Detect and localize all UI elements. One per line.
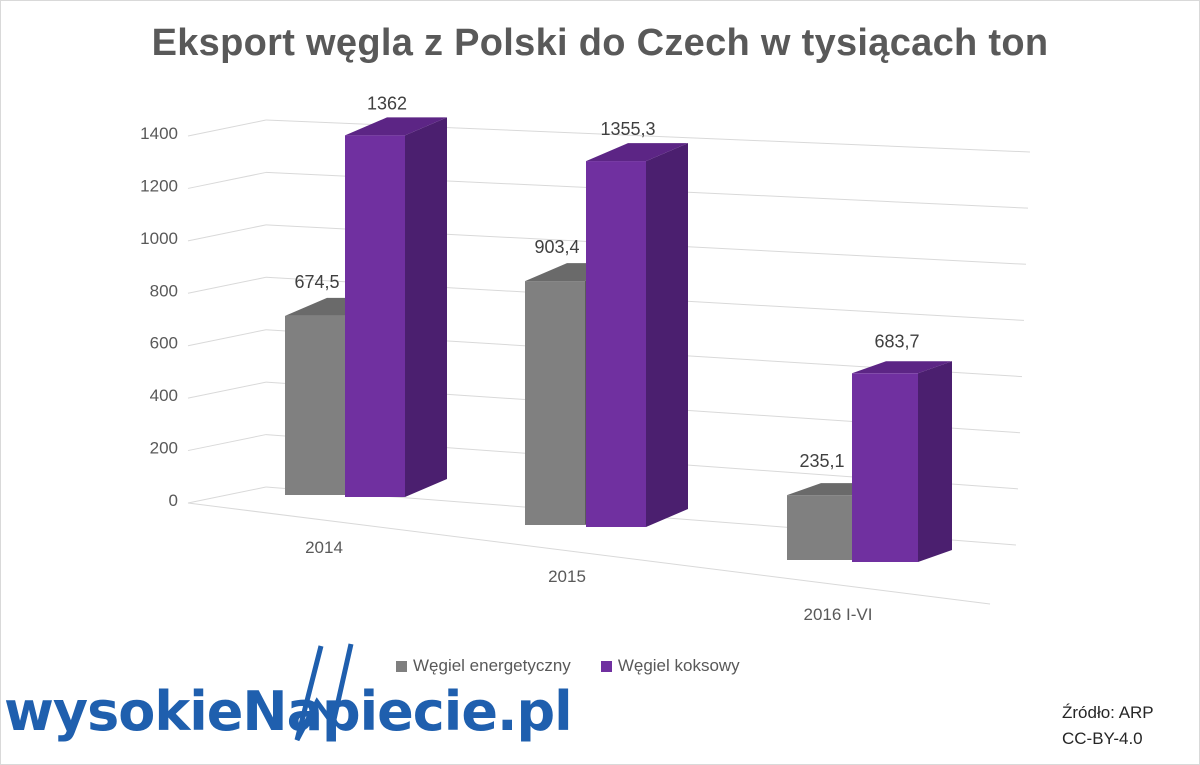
data-label-energetyczny: 903,4 [534, 237, 579, 257]
bar-koksowy-side [405, 117, 447, 497]
legend-swatch-koksowy [600, 660, 612, 672]
gridline-wall [187, 171, 267, 189]
gridline-wall [187, 119, 267, 137]
bar-koksowy [852, 373, 918, 562]
gridline-wall [187, 434, 267, 452]
y-tick-label: 600 [150, 334, 178, 353]
gridline-wall [187, 381, 267, 399]
y-tick-label: 1200 [140, 176, 178, 195]
bar-koksowy-top [345, 117, 447, 136]
y-axis-ticks: 0 200 400 600 800 1000 1200 1400 [140, 124, 178, 510]
x-category-label: 2014 [305, 538, 343, 557]
bar-koksowy [586, 161, 646, 527]
wysokienapiecie-logo: wysokieNapiecie.pl [4, 640, 604, 750]
gridline-wall [187, 276, 267, 294]
data-labels: 674,5 1362 903,4 1355,3 235,1 683,7 [294, 93, 919, 471]
y-tick-label: 800 [150, 281, 178, 300]
x-category-label: 2016 I-VI [804, 605, 873, 624]
data-label-energetyczny: 674,5 [294, 272, 339, 292]
bar-koksowy-side [918, 361, 952, 562]
bar-koksowy-top [586, 143, 688, 162]
x-axis-categories: 2014 2015 2016 I-VI [305, 538, 872, 624]
source-note: Źródło: ARP CC-BY-4.0 [1062, 700, 1154, 752]
gridline-wall [187, 486, 267, 504]
bar-energetyczny [787, 495, 853, 560]
lightning-bolt-icon [294, 643, 354, 742]
legend: Węgiel energetyczny Węgiel koksowy [396, 656, 740, 676]
y-tick-label: 400 [150, 386, 178, 405]
bar-koksowy-side [646, 143, 688, 527]
y-tick-label: 1000 [140, 229, 178, 248]
chart-title: Eksport węgla z Polski do Czech w tysiąc… [151, 22, 1049, 64]
bar-energetyczny [285, 315, 345, 495]
data-label-koksowy: 1362 [367, 93, 407, 113]
logo-text: wysokieNapiecie.pl [4, 680, 573, 743]
y-tick-label: 0 [169, 491, 178, 510]
bar-koksowy [345, 135, 405, 498]
legend-item-koksowy: Węgiel koksowy [600, 656, 740, 676]
legend-label-koksowy: Węgiel koksowy [617, 656, 740, 675]
source-line: Źródło: ARP [1062, 703, 1154, 722]
license-line: CC-BY-4.0 [1062, 729, 1143, 748]
bars [285, 117, 952, 562]
x-category-label: 2015 [548, 567, 586, 586]
data-label-koksowy: 1355,3 [600, 119, 655, 139]
bar-koksowy-top [852, 361, 952, 374]
legend-label-energetyczny: Węgiel energetyczny [413, 656, 571, 675]
y-tick-label: 1400 [140, 124, 178, 143]
gridline-wall [187, 224, 267, 242]
data-label-energetyczny: 235,1 [799, 451, 844, 471]
data-label-koksowy: 683,7 [874, 331, 919, 351]
floor-edge [187, 502, 991, 605]
bar-energetyczny [525, 281, 585, 525]
legend-item-energetyczny: Węgiel energetyczny [396, 656, 571, 676]
legend-swatch-energetyczny [396, 660, 407, 672]
gridline-wall [187, 329, 267, 347]
y-tick-label: 200 [150, 439, 178, 458]
